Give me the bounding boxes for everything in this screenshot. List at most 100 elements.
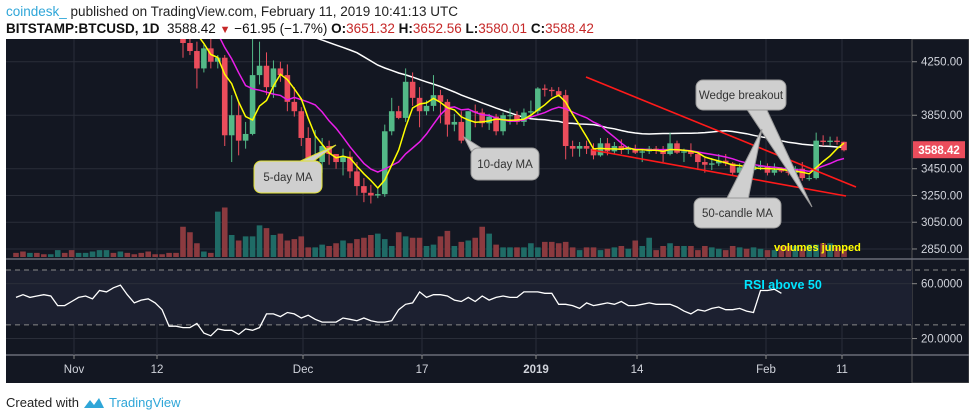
candle-up [521, 112, 527, 122]
down-triangle-icon: ▼ [219, 24, 231, 36]
created-with-text: Created with [6, 395, 79, 410]
footer: Created with TradingView [6, 395, 181, 410]
candle-down [361, 186, 367, 193]
chart-canvas[interactable]: 2850.00 3050.00 3250.00 3450.00 3850.00 4250.… [6, 39, 969, 383]
candle-down [632, 148, 639, 153]
candle-up [535, 88, 541, 112]
volume-bar [221, 207, 228, 257]
candle-down [493, 116, 499, 132]
time-tick-label: Dec [293, 364, 314, 376]
candle-down [305, 137, 312, 165]
volume-bar [528, 243, 534, 257]
candle-up [214, 57, 221, 62]
volume-bar [729, 246, 736, 257]
volume-bar [688, 246, 694, 257]
volume-bar [110, 252, 117, 257]
candle-down [569, 145, 576, 149]
volume-bar [708, 247, 715, 257]
volume-bar [757, 248, 764, 257]
candle-up [708, 163, 715, 165]
volume-bar [416, 237, 423, 257]
candle-down [444, 101, 451, 125]
volume-bar [590, 247, 597, 257]
volume-bar [47, 254, 54, 257]
volume-bar [562, 241, 569, 257]
candle-down [702, 162, 708, 165]
volume-bar [514, 247, 520, 257]
callout-box [470, 147, 540, 181]
volume-bar [354, 239, 360, 257]
candle-up [381, 131, 388, 195]
volume-bar [96, 250, 103, 257]
volume-bar [312, 247, 318, 257]
candle-down [221, 57, 228, 136]
publish-text: published on TradingView.com, February 1… [66, 4, 459, 19]
candle-up [486, 116, 492, 124]
wedge-upper-trendline [585, 76, 857, 188]
volume-bar [34, 252, 40, 257]
volume-bar [799, 248, 806, 257]
candle-down [604, 143, 611, 152]
volume-bar [41, 254, 47, 257]
candle-up [736, 167, 743, 173]
price-axis [911, 39, 969, 383]
candle-down [395, 111, 402, 118]
candle-down [841, 141, 847, 151]
volume-bar [277, 233, 284, 257]
price-tick-label: 3850.00 [921, 110, 963, 122]
volume-bar [653, 250, 659, 257]
candle-up [388, 111, 395, 132]
volume-bar [715, 248, 722, 257]
candle-up [813, 140, 819, 179]
price-tick-label: 3450.00 [921, 164, 963, 176]
volume-bar [604, 248, 611, 257]
callout-text: 5-day MA [263, 172, 313, 184]
volume-bar [298, 236, 305, 257]
volume-bar [583, 247, 590, 257]
candle-down [618, 145, 625, 151]
volume-bar [597, 250, 604, 257]
volume-bar [521, 247, 527, 257]
candle-up [270, 68, 277, 88]
last-price: 3588.42 [167, 21, 216, 36]
volume-bar [20, 251, 26, 257]
candle-down [194, 51, 200, 69]
volume-bar [764, 250, 771, 257]
volume-bar [201, 251, 207, 257]
volume-bar [792, 246, 799, 257]
volume-bar [639, 246, 646, 257]
publisher-link[interactable]: coindesk_ [6, 4, 67, 19]
time-tick-label: 14 [631, 364, 644, 376]
volume-bar [542, 241, 548, 257]
callout-text: Wedge breakout [699, 90, 784, 102]
candle-up [528, 111, 534, 113]
callout-box [253, 160, 323, 194]
candle-up [249, 75, 256, 134]
volume-bars [13, 207, 847, 257]
volume-bar [820, 243, 826, 257]
candle-down [409, 81, 416, 98]
close-value: 3588.42 [545, 21, 594, 36]
candle-up [201, 48, 207, 69]
volume-bar [333, 243, 339, 257]
volume-bar [284, 240, 291, 257]
open-label: O: [331, 21, 347, 36]
candle-down [354, 171, 360, 187]
candle-up [228, 115, 235, 136]
volume-bar [806, 244, 813, 257]
candle-down [674, 143, 680, 153]
volume-bar [54, 250, 61, 257]
volume-bar [423, 246, 430, 257]
candle-down [479, 112, 485, 124]
volume-bar [736, 247, 743, 257]
volume-bar [395, 232, 402, 257]
tradingview-link[interactable]: TradingView [108, 395, 181, 410]
candle-down [458, 121, 465, 141]
volume-bar [695, 250, 701, 257]
volume-bar [61, 252, 68, 257]
price-tick-label: 3250.00 [921, 190, 963, 202]
candle-down [542, 88, 548, 90]
callout-50candle-ma: 50-candle MA [693, 128, 782, 229]
rsi-line [15, 284, 782, 337]
volume-bar [611, 247, 618, 257]
